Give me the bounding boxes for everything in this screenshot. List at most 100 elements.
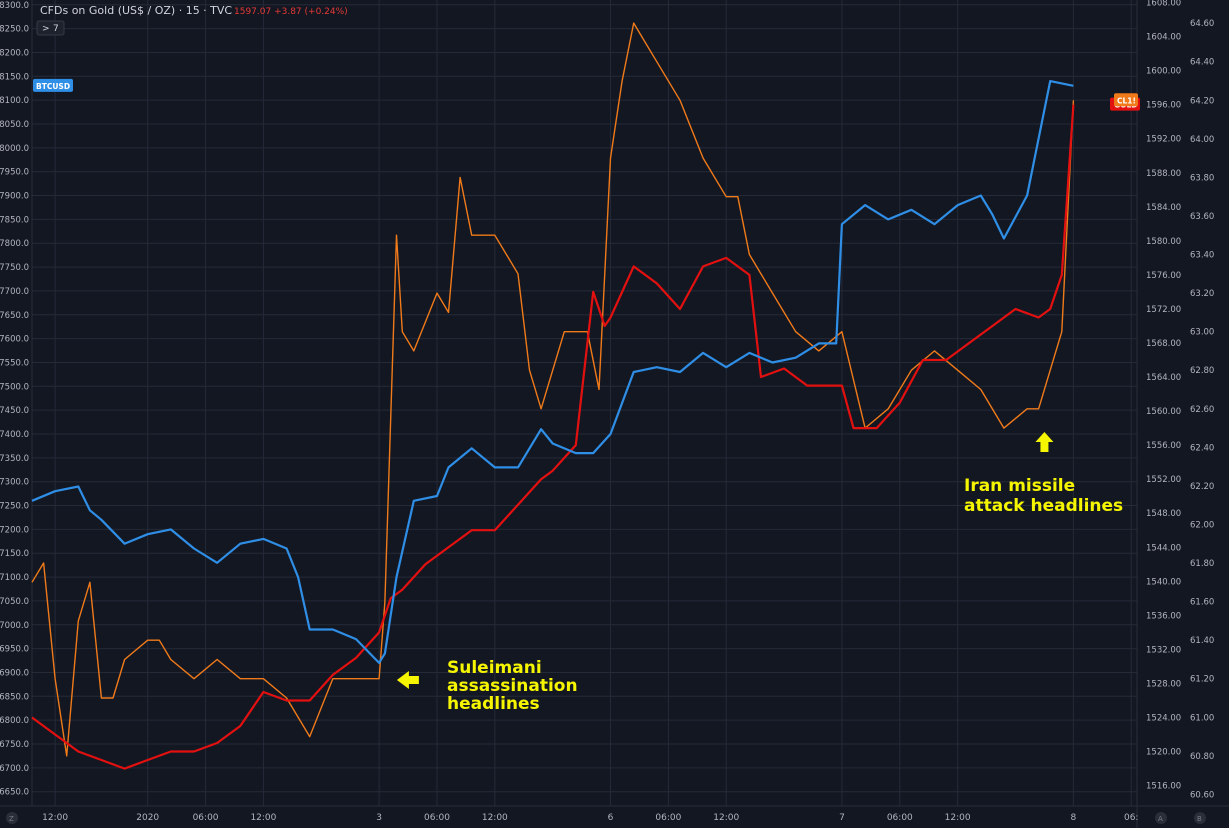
series-line-btcusd — [31, 79, 1074, 665]
right-axis-tick-label: 63.80 — [1190, 173, 1214, 183]
x-axis-tick-label: 06:00 — [193, 813, 219, 823]
right-axis-tick-label: 64.00 — [1190, 135, 1214, 145]
mid-axis-tick-label: 1532.00 — [1146, 645, 1181, 655]
scale-b-circle-icon[interactable] — [1194, 812, 1206, 824]
left-axis-tick-label: 6950.0 — [0, 645, 29, 655]
left-axis-tick-label: 7450.0 — [0, 406, 29, 416]
series-layer — [31, 22, 1075, 770]
mid-axis-tick-label: 1580.00 — [1146, 237, 1181, 247]
scale-a-circle-icon[interactable] — [1155, 812, 1167, 824]
suleimani-annotation-line: assassination — [447, 676, 578, 696]
right-axis-tick-label: 63.60 — [1190, 212, 1214, 222]
chart-title[interactable]: CFDs on Gold (US$ / OZ) · 15 · TVC — [40, 4, 232, 17]
mid-axis-tick-label: 1564.00 — [1146, 373, 1181, 383]
bottom-right-corner[interactable]: A B — [1155, 812, 1206, 824]
mid-axis-tick-label: 1596.00 — [1146, 101, 1181, 111]
left-axis-tick-label: 7100.0 — [0, 573, 29, 583]
mid-axis[interactable]: 1516.00 1520.00 1524.00 1528.00 1532.00 1536.… — [1146, 0, 1181, 792]
right-axis-tick-label: 63.00 — [1190, 328, 1214, 338]
bottom-left-corner[interactable]: Z — [6, 812, 18, 824]
right-axis[interactable]: 60.60 60.80 61.00 61.20 61.40 61.60 61.80 62.00… — [1190, 19, 1214, 800]
x-axis-tick-label: 8 — [1070, 813, 1076, 823]
arrow-up-icon — [1035, 432, 1054, 452]
mid-axis-tick-label: 1524.00 — [1146, 713, 1181, 723]
left-axis-tick-label: 7600.0 — [0, 335, 29, 345]
left-axis-tick-label: 7300.0 — [0, 478, 29, 488]
mid-axis-tick-label: 1568.00 — [1146, 339, 1181, 349]
iran-annotation-line: Iran missile — [964, 476, 1075, 496]
zoom-label: Z — [9, 815, 14, 823]
mid-axis-tick-label: 1600.00 — [1146, 67, 1181, 77]
left-axis-tick-label: 8150.0 — [0, 72, 29, 82]
x-axis-tick-label: 3 — [376, 813, 382, 823]
left-axis-tick-label: 6650.0 — [0, 788, 29, 798]
right-axis-tick-label: 61.80 — [1190, 559, 1214, 569]
mid-axis-tick-label: 1560.00 — [1146, 407, 1181, 417]
left-axis[interactable]: 6650.0 6700.0 6750.0 6800.0 6850.0 6900.0 6950… — [0, 1, 29, 798]
x-axis-tick-label: 2020 — [136, 813, 159, 823]
expand-chevron-icon[interactable]: > — [42, 24, 50, 34]
suleimani-annotation-line: headlines — [447, 694, 540, 714]
zoom-circle-icon[interactable] — [6, 812, 18, 824]
left-axis-tick-label: 7900.0 — [0, 192, 29, 202]
x-axis-tick-label: 06:00 — [887, 813, 913, 823]
suleimani-annotation-line: Suleimani — [447, 658, 542, 678]
x-axis[interactable]: 12:00 2020 06:00 12:00 3 06:00 12:00 6 06:00 12:0… — [42, 813, 1138, 823]
left-axis-tick-label: 8050.0 — [0, 120, 29, 130]
mid-axis-tick-label: 1540.00 — [1146, 577, 1181, 587]
left-axis-tick-label: 6900.0 — [0, 668, 29, 678]
mid-axis-tick-label: 1584.00 — [1146, 203, 1181, 213]
scale-b-label: B — [1197, 815, 1202, 823]
left-axis-tick-label: 6850.0 — [0, 692, 29, 702]
left-axis-tick-label: 8100.0 — [0, 96, 29, 106]
right-axis-tick-label: 62.40 — [1190, 443, 1214, 453]
mid-axis-tick-label: 1608.00 — [1146, 0, 1181, 9]
right-axis-tick-label: 62.60 — [1190, 405, 1214, 415]
indicators-toggle-box[interactable] — [36, 20, 65, 36]
right-axis-tick-label: 62.80 — [1190, 366, 1214, 376]
left-axis-tick-label: 7700.0 — [0, 287, 29, 297]
left-axis-tick-label: 7000.0 — [0, 621, 29, 631]
right-axis-tick-label: 61.40 — [1190, 636, 1214, 646]
mid-axis-tick-label: 1556.00 — [1146, 441, 1181, 451]
indicators-toggle[interactable]: > 7 — [36, 20, 65, 36]
right-axis-tick-label: 61.20 — [1190, 675, 1214, 685]
right-axis-tick-label: 64.60 — [1190, 19, 1214, 29]
cl-tag-label: CL1! — [1117, 96, 1136, 105]
right-axis-tick-label: 63.40 — [1190, 251, 1214, 261]
arrow-left-icon — [396, 671, 419, 689]
x-axis-tick-label: 12:00 — [482, 813, 508, 823]
series-line-gold — [31, 104, 1075, 770]
mid-axis-tick-label: 1536.00 — [1146, 611, 1181, 621]
right-axis-tick-label: 64.40 — [1190, 58, 1214, 68]
x-axis-tick-label: 12:00 — [42, 813, 68, 823]
left-axis-tick-label: 8200.0 — [0, 48, 29, 58]
right-axis-tick-label: 62.20 — [1190, 482, 1214, 492]
left-axis-tick-label: 7200.0 — [0, 525, 29, 535]
x-axis-tick-label: 12:00 — [250, 813, 276, 823]
mid-axis-tick-label: 1528.00 — [1146, 679, 1181, 689]
left-axis-tick-label: 6800.0 — [0, 716, 29, 726]
left-axis-tick-label: 8250.0 — [0, 25, 29, 35]
left-axis-tick-label: 7400.0 — [0, 430, 29, 440]
x-axis-tick-label: 06: — [1124, 813, 1138, 823]
mid-axis-tick-label: 1576.00 — [1146, 271, 1181, 281]
right-axis-tick-label: 61.00 — [1190, 713, 1214, 723]
right-axis-tick-label: 62.00 — [1190, 520, 1214, 530]
left-axis-tick-label: 7150.0 — [0, 549, 29, 559]
left-axis-tick-label: 6700.0 — [0, 764, 29, 774]
cl-tag — [1114, 93, 1138, 107]
right-axis-tick-label: 60.60 — [1190, 790, 1214, 800]
btcusd-tag — [33, 78, 73, 92]
mid-axis-tick-label: 1552.00 — [1146, 475, 1181, 485]
left-axis-tick-label: 7950.0 — [0, 168, 29, 178]
price-tags: BTCUSDGOLDCL1! — [33, 78, 1140, 111]
x-axis-tick-label: 7 — [839, 813, 845, 823]
x-axis-tick-label: 12:00 — [713, 813, 739, 823]
mid-axis-tick-label: 1544.00 — [1146, 543, 1181, 553]
x-axis-tick-label: 06:00 — [424, 813, 450, 823]
x-axis-tick-label: 06:00 — [655, 813, 681, 823]
